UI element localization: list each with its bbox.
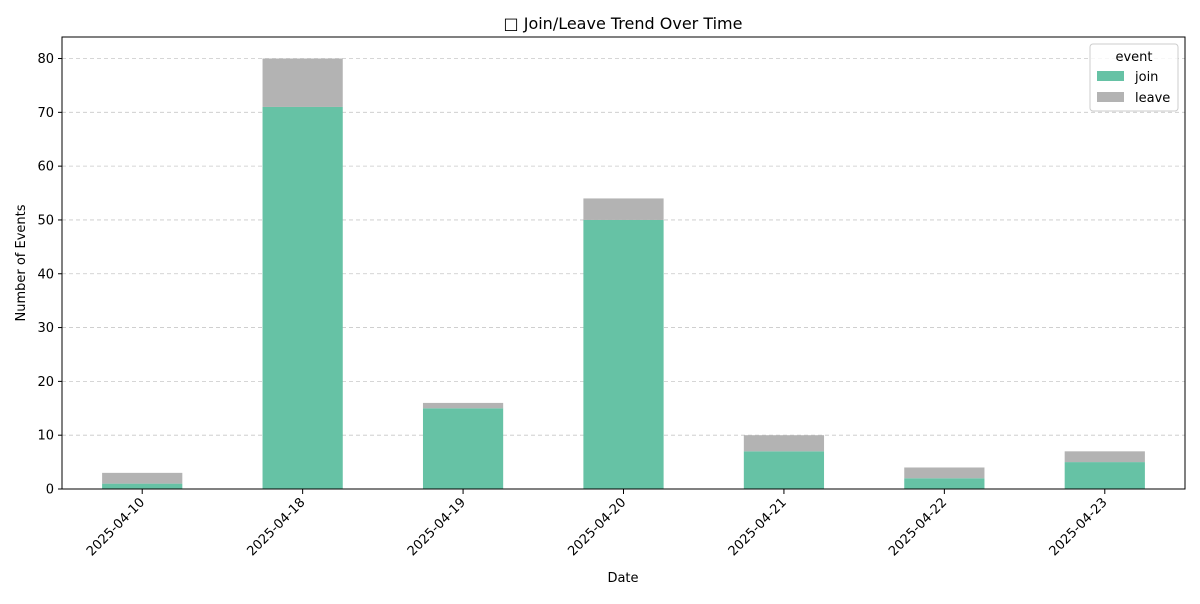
bar-join-2025-04-20 [583, 219, 664, 489]
legend-label-leave: leave [1135, 91, 1170, 106]
x-tick-label: 2025-04-20 [565, 495, 629, 559]
y-tick-label: 10 [37, 429, 54, 444]
bar-leave-2025-04-19 [422, 402, 504, 409]
y-axis-label: Number of Events [14, 204, 29, 321]
y-axis: 0 10 20 30 40 50 60 70 80 [37, 52, 62, 498]
bar-leave-2025-04-18 [262, 58, 343, 107]
x-tick-label: 2025-04-23 [1047, 495, 1111, 559]
bar-leave-2025-04-21 [743, 435, 825, 452]
chart-title: □ Join/Leave Trend Over Time [504, 14, 743, 33]
x-tick-label: 2025-04-21 [726, 495, 790, 559]
bar-join-2025-04-21 [743, 451, 825, 489]
bar-join-2025-04-23 [1064, 462, 1145, 489]
legend-swatch-join [1097, 71, 1124, 81]
x-axis-label: Date [607, 571, 638, 586]
x-tick-label: 2025-04-22 [886, 495, 950, 559]
bar-join-2025-04-18 [262, 106, 343, 489]
y-tick-label: 50 [37, 213, 54, 228]
y-tick-label: 40 [37, 267, 54, 282]
bar-join-2025-04-10 [102, 483, 183, 489]
y-tick-label: 80 [37, 52, 54, 67]
legend: event join leave [1089, 43, 1179, 112]
bar-leave-2025-04-23 [1064, 451, 1145, 463]
bar-leave-2025-04-20 [583, 198, 664, 220]
y-tick-label: 20 [37, 375, 54, 390]
x-tick-label: 2025-04-19 [405, 495, 469, 559]
legend-swatch-leave [1097, 92, 1124, 102]
x-tick-label: 2025-04-10 [84, 495, 148, 559]
bar-leave-2025-04-10 [102, 472, 183, 484]
legend-items: join leave [1097, 70, 1170, 106]
y-tick-label: 70 [37, 106, 54, 121]
x-tick-label: 2025-04-18 [244, 495, 308, 559]
legend-label-join: join [1134, 70, 1158, 85]
bar-join-2025-04-22 [904, 478, 985, 489]
bar-join-2025-04-19 [422, 408, 504, 489]
bars [102, 58, 1145, 489]
y-tick-label: 0 [46, 483, 54, 498]
bar-leave-2025-04-22 [904, 467, 985, 479]
y-tick-label: 30 [37, 321, 54, 336]
legend-title: event [1115, 50, 1152, 65]
x-axis: 2025-04-10 2025-04-18 2025-04-19 2025-04-20… [84, 489, 1111, 559]
y-tick-label: 60 [37, 160, 54, 175]
